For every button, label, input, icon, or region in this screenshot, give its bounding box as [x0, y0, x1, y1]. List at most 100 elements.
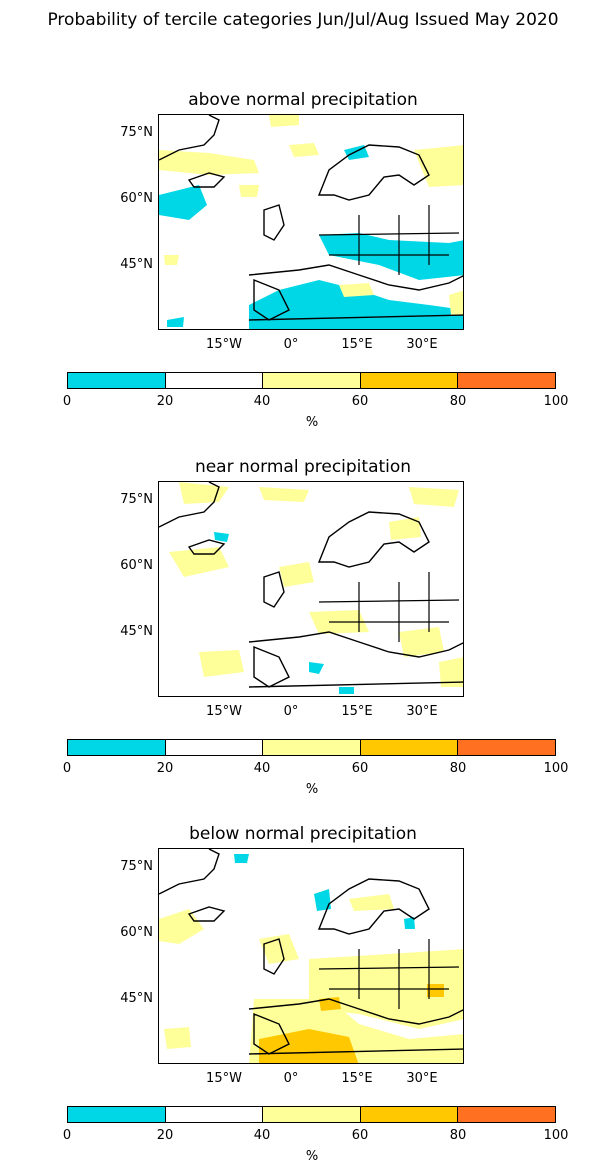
- colorbar-segment: [68, 740, 166, 755]
- colorbar-segment: [263, 740, 361, 755]
- lon-label: 0°: [283, 704, 299, 719]
- colorbar-segment: [360, 740, 459, 755]
- colorbar-unit: %: [305, 782, 319, 797]
- lon-label: 15°E: [341, 704, 373, 719]
- probability-patch: [259, 934, 299, 964]
- probability-patch: [404, 917, 415, 929]
- colorbar-segment: [458, 740, 555, 755]
- probability-patch: [339, 687, 354, 694]
- colorbar-tick: 100: [543, 1128, 569, 1143]
- map-svg: [159, 115, 463, 329]
- lon-label: 15°W: [206, 1071, 242, 1086]
- lat-label: 45°N: [120, 991, 153, 1006]
- figure-title: Probability of tercile categories Jun/Ju…: [47, 10, 559, 30]
- probability-patch: [339, 283, 374, 297]
- probability-patch: [309, 662, 324, 674]
- colorbar-segment: [165, 1107, 264, 1122]
- map-near: [158, 481, 464, 697]
- probability-patch: [169, 547, 229, 577]
- probability-patch: [167, 317, 184, 327]
- colorbar-tick: 100: [543, 394, 569, 409]
- border: [318, 939, 460, 1009]
- colorbar-segment: [458, 373, 555, 388]
- colorbar-tick: 20: [156, 394, 174, 409]
- lon-label: 30°E: [406, 1071, 438, 1086]
- coastline: [263, 204, 285, 241]
- colorbar-unit: %: [305, 415, 319, 430]
- lon-label: 15°E: [341, 1071, 373, 1086]
- colorbar-tick: 80: [449, 1128, 467, 1143]
- colorbar: [67, 1106, 556, 1123]
- coastline: [187, 539, 226, 555]
- colorbar-tick: 0: [62, 1128, 72, 1143]
- probability-patch: [427, 984, 444, 997]
- coastline: [248, 314, 463, 321]
- panel-title: above normal precipitation: [188, 90, 418, 110]
- coastline: [253, 645, 290, 688]
- lat-label: 60°N: [120, 925, 153, 940]
- probability-patch: [269, 115, 299, 127]
- probability-patch: [214, 532, 229, 542]
- probability-patch: [234, 854, 249, 863]
- coastline: [187, 906, 226, 922]
- probability-patch: [409, 487, 459, 507]
- panel-title: below normal precipitation: [189, 824, 417, 844]
- coastline: [187, 172, 226, 188]
- lon-label: 30°E: [406, 704, 438, 719]
- lat-label: 60°N: [120, 558, 153, 573]
- lon-label: 15°E: [341, 337, 373, 352]
- lat-label: 75°N: [120, 859, 153, 874]
- colorbar-unit: %: [305, 1149, 319, 1164]
- probability-patch: [164, 255, 179, 265]
- coastline: [159, 115, 220, 161]
- lat-label: 45°N: [120, 624, 153, 639]
- colorbar-segment: [165, 373, 264, 388]
- probability-patch: [449, 290, 463, 315]
- probability-patch: [439, 657, 463, 687]
- colorbar-segment: [263, 373, 361, 388]
- coastline: [159, 849, 220, 895]
- probability-patch: [199, 650, 244, 677]
- colorbar-tick: 80: [449, 394, 467, 409]
- lat-label: 75°N: [120, 492, 153, 507]
- coastline: [248, 998, 463, 1025]
- lon-label: 30°E: [406, 337, 438, 352]
- probability-patch: [314, 889, 331, 911]
- probability-patch: [389, 517, 421, 540]
- colorbar-tick: 20: [156, 1128, 174, 1143]
- colorbar-segment: [165, 740, 264, 755]
- border: [318, 572, 460, 642]
- lon-label: 15°W: [206, 704, 242, 719]
- lon-label: 0°: [283, 1071, 299, 1086]
- coastline: [263, 938, 285, 975]
- colorbar-tick: 0: [62, 761, 72, 776]
- probability-patch: [319, 233, 463, 280]
- coastline: [248, 681, 463, 688]
- colorbar-segment: [360, 1107, 459, 1122]
- coastline: [317, 878, 430, 935]
- colorbar-tick: 0: [62, 394, 72, 409]
- probability-patch: [289, 143, 319, 157]
- colorbar-segment: [263, 1107, 361, 1122]
- probability-patch: [399, 627, 444, 657]
- colorbar-segment: [68, 1107, 166, 1122]
- probability-patch: [259, 487, 309, 502]
- colorbar-tick: 40: [253, 394, 271, 409]
- map-svg: [159, 482, 463, 694]
- coastline: [248, 1048, 463, 1055]
- probability-patch: [164, 1027, 191, 1049]
- colorbar-tick: 60: [351, 394, 369, 409]
- coastline: [248, 631, 463, 658]
- coastline: [253, 278, 290, 321]
- colorbar-segment: [458, 1107, 555, 1122]
- coastline: [317, 144, 430, 201]
- colorbar-tick: 20: [156, 761, 174, 776]
- lat-label: 45°N: [120, 257, 153, 272]
- colorbar-segment: [68, 373, 166, 388]
- colorbar-tick: 40: [253, 1128, 271, 1143]
- coastline: [159, 482, 220, 528]
- probability-patch: [349, 894, 394, 911]
- colorbar-tick: 80: [449, 761, 467, 776]
- colorbar-tick: 40: [253, 761, 271, 776]
- colorbar-tick: 60: [351, 761, 369, 776]
